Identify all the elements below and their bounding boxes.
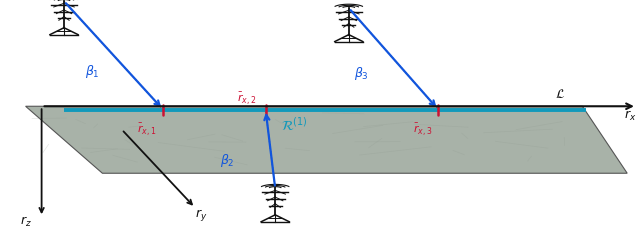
Text: $\mathcal{R}^{(1)}$: $\mathcal{R}^{(1)}$ [281,116,308,134]
Text: $\beta_2$: $\beta_2$ [220,152,234,169]
Text: $\beta_3$: $\beta_3$ [354,65,369,82]
Text: $\beta_1$: $\beta_1$ [85,63,100,80]
Text: $\bar{r}_{x,2}$: $\bar{r}_{x,2}$ [237,91,256,107]
Polygon shape [26,106,627,173]
Text: $\mathcal{L}$: $\mathcal{L}$ [555,88,565,101]
Text: $\bar{r}_{x,1}$: $\bar{r}_{x,1}$ [138,121,157,137]
Text: $r_z$: $r_z$ [20,215,31,229]
Text: $r_x$: $r_x$ [624,108,637,123]
Text: $r_y$: $r_y$ [195,207,208,223]
Text: $\bar{r}_{x,3}$: $\bar{r}_{x,3}$ [413,121,432,137]
